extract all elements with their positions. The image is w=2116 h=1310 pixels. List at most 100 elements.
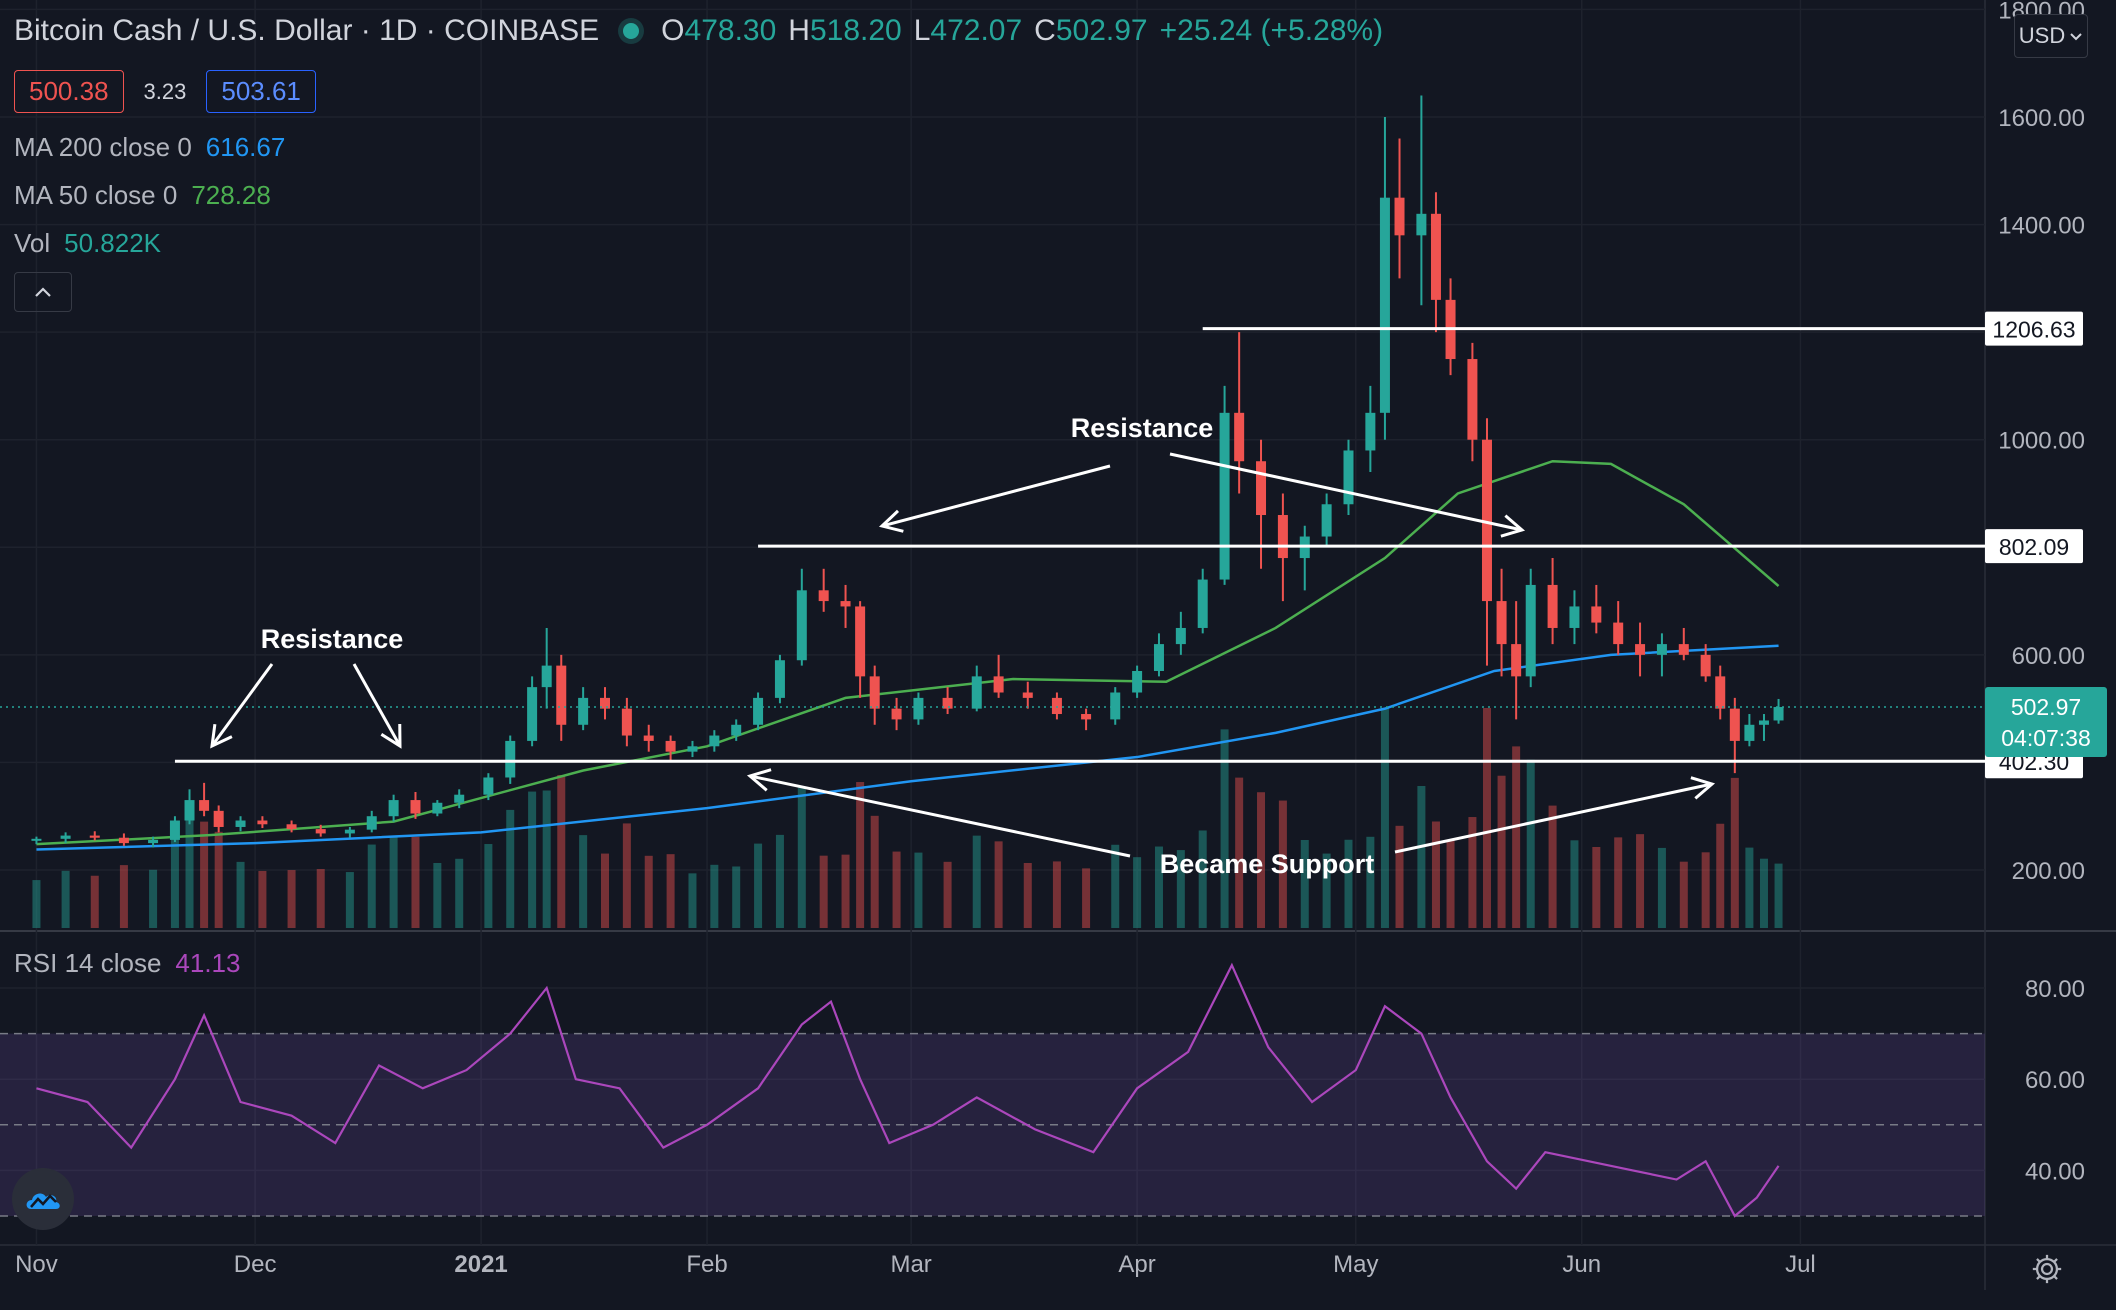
volume-bar: [1023, 863, 1032, 928]
price-tick-label: 1600.00: [1998, 105, 2085, 132]
high-label: H: [788, 14, 810, 47]
volume-bar: [1366, 836, 1375, 928]
candle-body: [796, 590, 807, 661]
collapse-legend-button[interactable]: [14, 272, 72, 312]
volume-bar: [1446, 840, 1455, 928]
quote-row: 500.38 3.23 503.61: [14, 70, 316, 113]
annotation-resistance-left[interactable]: Resistance: [261, 624, 404, 654]
candle-body: [1234, 412, 1245, 462]
close-label: C: [1034, 14, 1056, 47]
volume-bar: [1774, 863, 1783, 928]
candle-body: [1219, 412, 1230, 580]
indicator-ma50-value: 728.28: [191, 180, 271, 210]
volume-bar: [367, 844, 376, 928]
volume-bar: [1592, 847, 1601, 928]
time-tick-label: Nov: [15, 1251, 58, 1278]
arrow-head: [210, 723, 233, 749]
candle-body: [1635, 644, 1646, 655]
volume-bar: [1657, 847, 1666, 928]
price-tick-label: 1400.00: [1998, 213, 2085, 240]
currency-button[interactable]: USD: [2014, 14, 2088, 58]
volume-bar: [1235, 777, 1244, 928]
change-value: +25.24 (+5.28%): [1159, 14, 1384, 47]
countdown-label: 04:07:38: [2001, 725, 2091, 751]
volume-bar: [856, 782, 865, 928]
candle-body: [148, 839, 159, 844]
volume-bar: [214, 831, 223, 928]
indicator-ma200[interactable]: MA 200 close 0 616.67: [14, 132, 285, 163]
volume-bar: [200, 821, 209, 928]
open-label: O: [661, 14, 685, 47]
annotation-arrow[interactable]: [749, 774, 1131, 858]
volume-bar: [775, 834, 784, 928]
volume-bar: [1154, 846, 1163, 928]
volume-bar: [1548, 805, 1557, 928]
close-value: 502.97: [1055, 14, 1148, 47]
time-tick-label: May: [1333, 1251, 1378, 1278]
annotation-became-support[interactable]: Became Support: [1160, 849, 1375, 879]
candle-body: [1416, 213, 1427, 236]
volume-bar: [1395, 825, 1404, 928]
high-value: 518.20: [809, 14, 902, 47]
annotation-arrow[interactable]: [1394, 782, 1713, 854]
candle-body: [1343, 450, 1354, 505]
tradingview-cloud-icon: [26, 1193, 60, 1209]
candle-body: [527, 687, 538, 741]
rsi-legend[interactable]: RSI 14 close 41.13: [14, 948, 240, 979]
candle-body: [1744, 724, 1755, 741]
currency-label: USD: [2018, 23, 2066, 48]
indicator-ma200-value: 616.67: [205, 132, 286, 162]
candle-body: [913, 697, 924, 720]
volume-bar: [345, 872, 354, 928]
candle-body: [709, 735, 720, 747]
candle-body: [1511, 644, 1522, 677]
candle-body: [556, 665, 567, 725]
volume-bar: [455, 858, 464, 928]
candle-body: [1773, 707, 1784, 721]
candle-body: [1379, 197, 1390, 413]
candle-body: [344, 829, 355, 834]
volume-bar: [287, 870, 296, 928]
candle-body: [432, 802, 443, 814]
annotation-arrow[interactable]: [210, 663, 274, 747]
volume-bar: [1482, 708, 1491, 928]
rsi-line: [36, 962, 1780, 1218]
volume-bar: [1512, 746, 1521, 928]
annotation-resistance-mid[interactable]: Resistance: [1071, 413, 1214, 443]
volume-bar: [433, 863, 442, 928]
candle-body: [1700, 654, 1711, 677]
low-value: 472.07: [930, 14, 1023, 47]
volume-bar: [1220, 729, 1229, 928]
annotation-arrow[interactable]: [881, 464, 1111, 528]
time-tick-label: Jul: [1785, 1251, 1816, 1278]
candle-body: [578, 697, 589, 725]
volume-bar: [1322, 853, 1331, 928]
symbol-title[interactable]: Bitcoin Cash / U.S. Dollar · 1D · COINBA…: [14, 14, 600, 47]
volume-bar: [579, 835, 588, 928]
arrow-head: [380, 723, 402, 749]
annotation-arrow[interactable]: [352, 663, 402, 747]
settings-button[interactable]: [2030, 1252, 2064, 1295]
candle-body: [1525, 584, 1536, 677]
time-tick-label: Dec: [234, 1251, 277, 1278]
candle-body: [1321, 504, 1332, 537]
indicator-volume[interactable]: Vol 50.822K: [14, 228, 161, 259]
indicator-volume-label: Vol: [14, 228, 51, 258]
candle-body: [483, 777, 494, 795]
volume-bar: [90, 875, 99, 928]
volume-bar: [688, 873, 697, 928]
candle-body: [89, 835, 100, 838]
bid-button[interactable]: 500.38: [14, 70, 124, 113]
volume-bar: [1468, 817, 1477, 928]
annotation-arrow[interactable]: [1169, 452, 1523, 532]
indicator-ma50[interactable]: MA 50 close 0 728.28: [14, 180, 271, 211]
level-tag-label: 1206.63: [1992, 317, 2075, 343]
volume-bar: [389, 836, 398, 928]
candle-body: [1132, 670, 1143, 693]
candle-body: [774, 660, 785, 698]
ask-button[interactable]: 503.61: [206, 70, 316, 113]
tradingview-logo[interactable]: [12, 1168, 74, 1230]
candle-body: [60, 835, 71, 839]
volume-bar: [1380, 708, 1389, 928]
